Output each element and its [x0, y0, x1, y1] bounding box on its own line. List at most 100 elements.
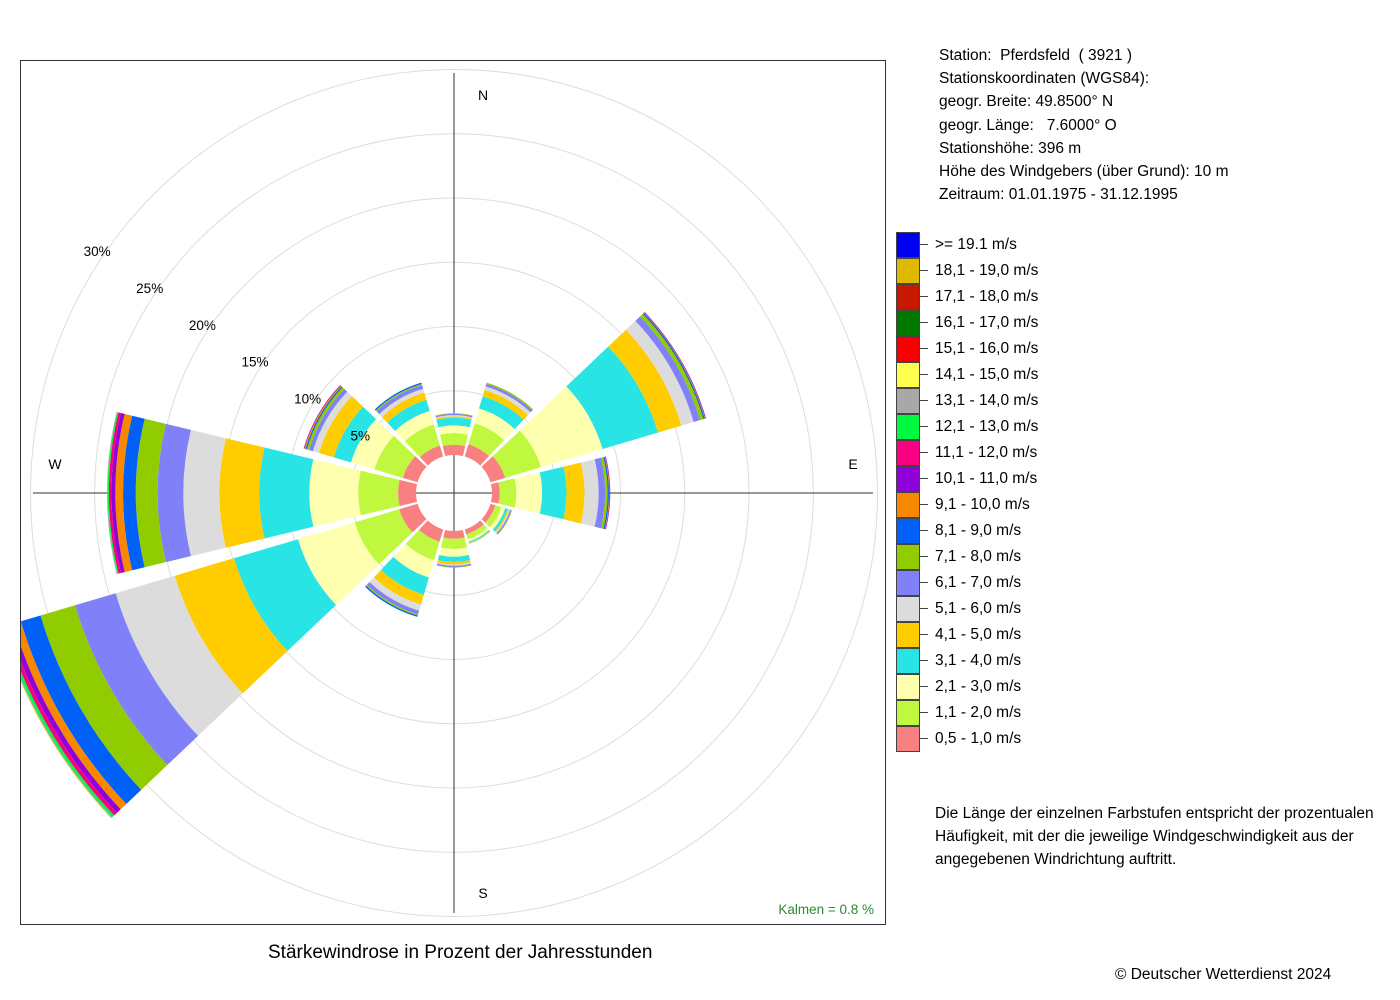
legend-item: 14,1 - 15,0 m/s	[896, 362, 1096, 388]
wedge-240-class-5	[115, 575, 243, 736]
wedge-210-class-0	[419, 520, 444, 542]
legend-swatch	[896, 700, 920, 726]
legend-tick	[920, 400, 928, 401]
copyright: © Deutscher Wetterdienst 2024	[1115, 966, 1332, 983]
wedge-90-class-5	[580, 459, 599, 527]
wedge-60-class-6	[635, 316, 700, 422]
wedge-60-class-7	[640, 313, 704, 421]
ring-label-20: 20%	[189, 318, 216, 333]
wedge-60-class-4	[608, 329, 682, 433]
wedge-60-class-5	[626, 320, 694, 426]
wedge-300-class-0	[402, 456, 427, 483]
legend-item: 6,1 - 7,0 m/s	[896, 570, 1096, 596]
legend-tick	[920, 452, 928, 453]
wedge-330-class-3	[387, 399, 430, 431]
legend-swatch	[896, 518, 920, 544]
legend-label: 2,1 - 3,0 m/s	[935, 678, 1022, 695]
wedge-240-class-2	[298, 522, 379, 605]
wedge-90-class-6	[594, 457, 606, 529]
legend-swatch	[896, 388, 920, 414]
legend-label: 8,1 - 9,0 m/s	[935, 522, 1022, 539]
wedge-330-class-1	[404, 424, 440, 458]
wedge-240-class-3	[233, 539, 337, 651]
wedge-120-class-2	[489, 507, 506, 530]
wedge-270-class-11	[108, 412, 121, 574]
legend-item: 3,1 - 4,0 m/s	[896, 648, 1096, 674]
wedge-270-class-12	[107, 412, 119, 574]
direction-label-S: S	[478, 885, 487, 901]
wedge-120-class-5	[495, 509, 511, 534]
explanation-note: Die Länge der einzelnen Farbstufen entsp…	[935, 805, 1374, 868]
legend-tick	[920, 374, 928, 375]
legend-item: 12,1 - 13,0 m/s	[896, 414, 1096, 440]
legend-label: 9,1 - 10,0 m/s	[935, 496, 1030, 513]
wedge-30-class-5	[484, 386, 531, 416]
legend-tick	[920, 270, 928, 271]
wedge-240-class-4	[174, 558, 288, 694]
wedge-120-class-4	[494, 508, 509, 533]
wind-rose-svg: 5% 10% 15% 20% 25% 30% N E S W Kalmen = 0.8 %	[21, 69, 878, 917]
legend-swatch	[896, 336, 920, 362]
legend-swatch	[896, 544, 920, 570]
wedge-0-class-7	[435, 413, 473, 417]
wedge-0-class-4	[436, 416, 472, 420]
legend-tick	[920, 322, 928, 323]
legend-label: 10,1 - 11,0 m/s	[935, 470, 1038, 487]
grid-ring-30	[30, 69, 878, 917]
legend-item: 15,1 - 16,0 m/s	[896, 336, 1096, 362]
legend-item: 11,1 - 12,0 m/s	[896, 440, 1096, 466]
legend-label: 12,1 - 13,0 m/s	[935, 418, 1039, 435]
legend-tick	[920, 582, 928, 583]
wedge-270-class-7	[135, 418, 166, 568]
coords-title: Stationskoordinaten (WGS84):	[939, 70, 1150, 88]
legend-tick	[920, 634, 928, 635]
legend-label: 18,1 - 19,0 m/s	[935, 262, 1039, 279]
legend-swatch	[896, 414, 920, 440]
wedge-150-class-3	[468, 529, 490, 543]
wedge-330-class-4	[381, 392, 427, 423]
wedge-270-class-5	[183, 429, 226, 557]
wedge-90-class-1	[498, 478, 517, 508]
wedge-120-class-0	[481, 503, 496, 523]
wedge-30-class-1	[468, 423, 505, 457]
wedge-90-class-4	[563, 462, 585, 524]
legend-tick	[920, 608, 928, 609]
wedge-270-class-13	[106, 411, 118, 575]
wedge-90-class-10	[605, 456, 611, 530]
wedge-300-class-4	[319, 396, 364, 458]
legend-swatch	[896, 570, 920, 596]
legend-item: 18,1 - 19,0 m/s	[896, 258, 1096, 284]
wedge-60-class-2	[519, 386, 603, 468]
legend-label: 6,1 - 7,0 m/s	[935, 574, 1022, 591]
calm-label: Kalmen = 0.8 %	[778, 902, 874, 917]
legend-tick	[920, 556, 928, 557]
wedge-300-class-7	[306, 387, 345, 451]
wedge-30-class-0	[464, 444, 489, 466]
wedge-210-class-5	[369, 577, 421, 611]
wedge-210-class-6	[366, 582, 420, 615]
wedge-0-class-1	[440, 433, 468, 447]
legend-swatch	[896, 622, 920, 648]
wedge-240-class-1	[354, 509, 413, 565]
wedge-150-class-0	[464, 520, 484, 535]
legend-swatch	[896, 648, 920, 674]
legend-item: 4,1 - 5,0 m/s	[896, 622, 1096, 648]
ring-label-10: 10%	[294, 392, 321, 407]
wedge-300-class-3	[333, 406, 377, 463]
wedge-270-class-9	[115, 413, 133, 573]
wedge-180-class-4	[437, 559, 471, 565]
legend-tick	[920, 426, 928, 427]
wedge-90-class-7	[600, 457, 608, 529]
wedge-90-class-8	[603, 456, 609, 530]
legend-tick	[920, 660, 928, 661]
wedge-90-class-2	[514, 472, 543, 514]
wedge-210-class-3	[380, 556, 429, 595]
wedge-270-class-1	[358, 470, 400, 516]
legend-item: 8,1 - 9,0 m/s	[896, 518, 1096, 544]
legend-label: 0,5 - 1,0 m/s	[935, 730, 1022, 747]
wedge-0-class-3	[436, 417, 472, 428]
wedge-180-class-5	[437, 562, 471, 566]
wedge-120-class-1	[485, 505, 502, 528]
wedge-180-class-7	[436, 564, 472, 568]
wedge-90-class-0	[490, 482, 500, 504]
